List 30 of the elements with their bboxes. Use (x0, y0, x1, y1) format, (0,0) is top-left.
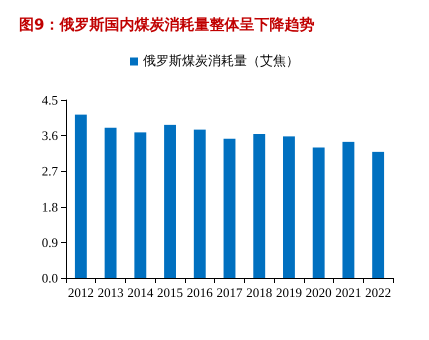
bar (194, 130, 206, 278)
x-tick-label: 2021 (335, 285, 362, 300)
x-tick-label: 2014 (127, 285, 154, 300)
y-tick-label: 0.0 (42, 270, 58, 286)
y-tick-label: 1.8 (42, 199, 58, 214)
x-tick-label: 2012 (68, 285, 94, 300)
bar (253, 134, 266, 278)
x-tick-label: 2017 (216, 285, 243, 300)
y-tick-label: 0.9 (42, 234, 58, 250)
x-tick-label: 2013 (98, 285, 124, 300)
bar (134, 132, 146, 278)
x-tick-label: 2019 (276, 285, 302, 300)
bar (74, 114, 87, 278)
y-tick-label: 3.6 (42, 128, 58, 144)
bar (342, 142, 354, 278)
y-tick-label: 2.7 (42, 164, 58, 179)
x-tick-label: 2020 (306, 285, 332, 300)
bar (164, 124, 176, 278)
x-tick-label: 2018 (246, 285, 272, 300)
x-tick-label: 2022 (365, 285, 392, 300)
bar (104, 128, 117, 278)
x-tick-label: 2015 (157, 285, 184, 300)
legend-label: 俄罗斯煤炭消耗量（艾焦） (143, 54, 299, 69)
bar (224, 138, 236, 278)
bar (372, 152, 384, 278)
bar (312, 147, 325, 278)
bar (283, 136, 295, 278)
y-tick-label: 4.5 (42, 92, 58, 108)
chart-title: 图9：俄罗斯国内煤炭消耗量整体呈下降趋势 (19, 16, 314, 34)
x-tick-label: 2016 (186, 285, 214, 300)
